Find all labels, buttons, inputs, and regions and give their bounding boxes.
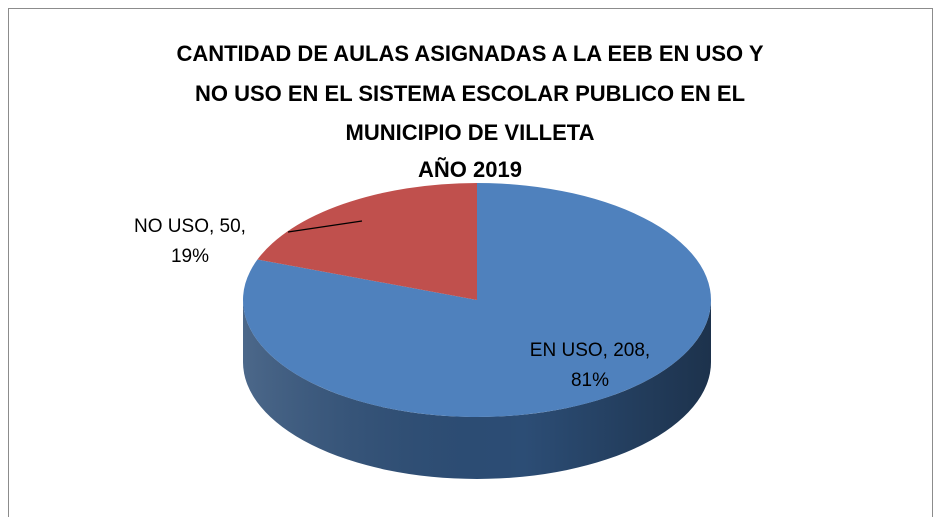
slice (257, 183, 477, 300)
data-label: 81% (571, 370, 609, 391)
leader-line (287, 220, 363, 233)
data-label: 19% (171, 246, 209, 267)
title-line: MUNICIPIO DE VILLETA (346, 120, 595, 145)
data-label: NO USO, 50, (134, 216, 246, 237)
data-label: EN USO, 208, (530, 340, 650, 361)
title-line: AÑO 2019 (418, 157, 522, 182)
slice-side-shade (243, 300, 711, 479)
title-line: CANTIDAD DE AULAS ASIGNADAS A LA EEB EN … (176, 41, 763, 66)
slice (243, 183, 712, 418)
chart-title: CANTIDAD DE AULAS ASIGNADAS A LA EEB EN … (176, 41, 763, 182)
title-line: NO USO EN EL SISTEMA ESCOLAR PUBLICO EN … (195, 81, 745, 106)
pie: EN USO, 208, 81% NO USO, 50, 19% (134, 183, 712, 479)
